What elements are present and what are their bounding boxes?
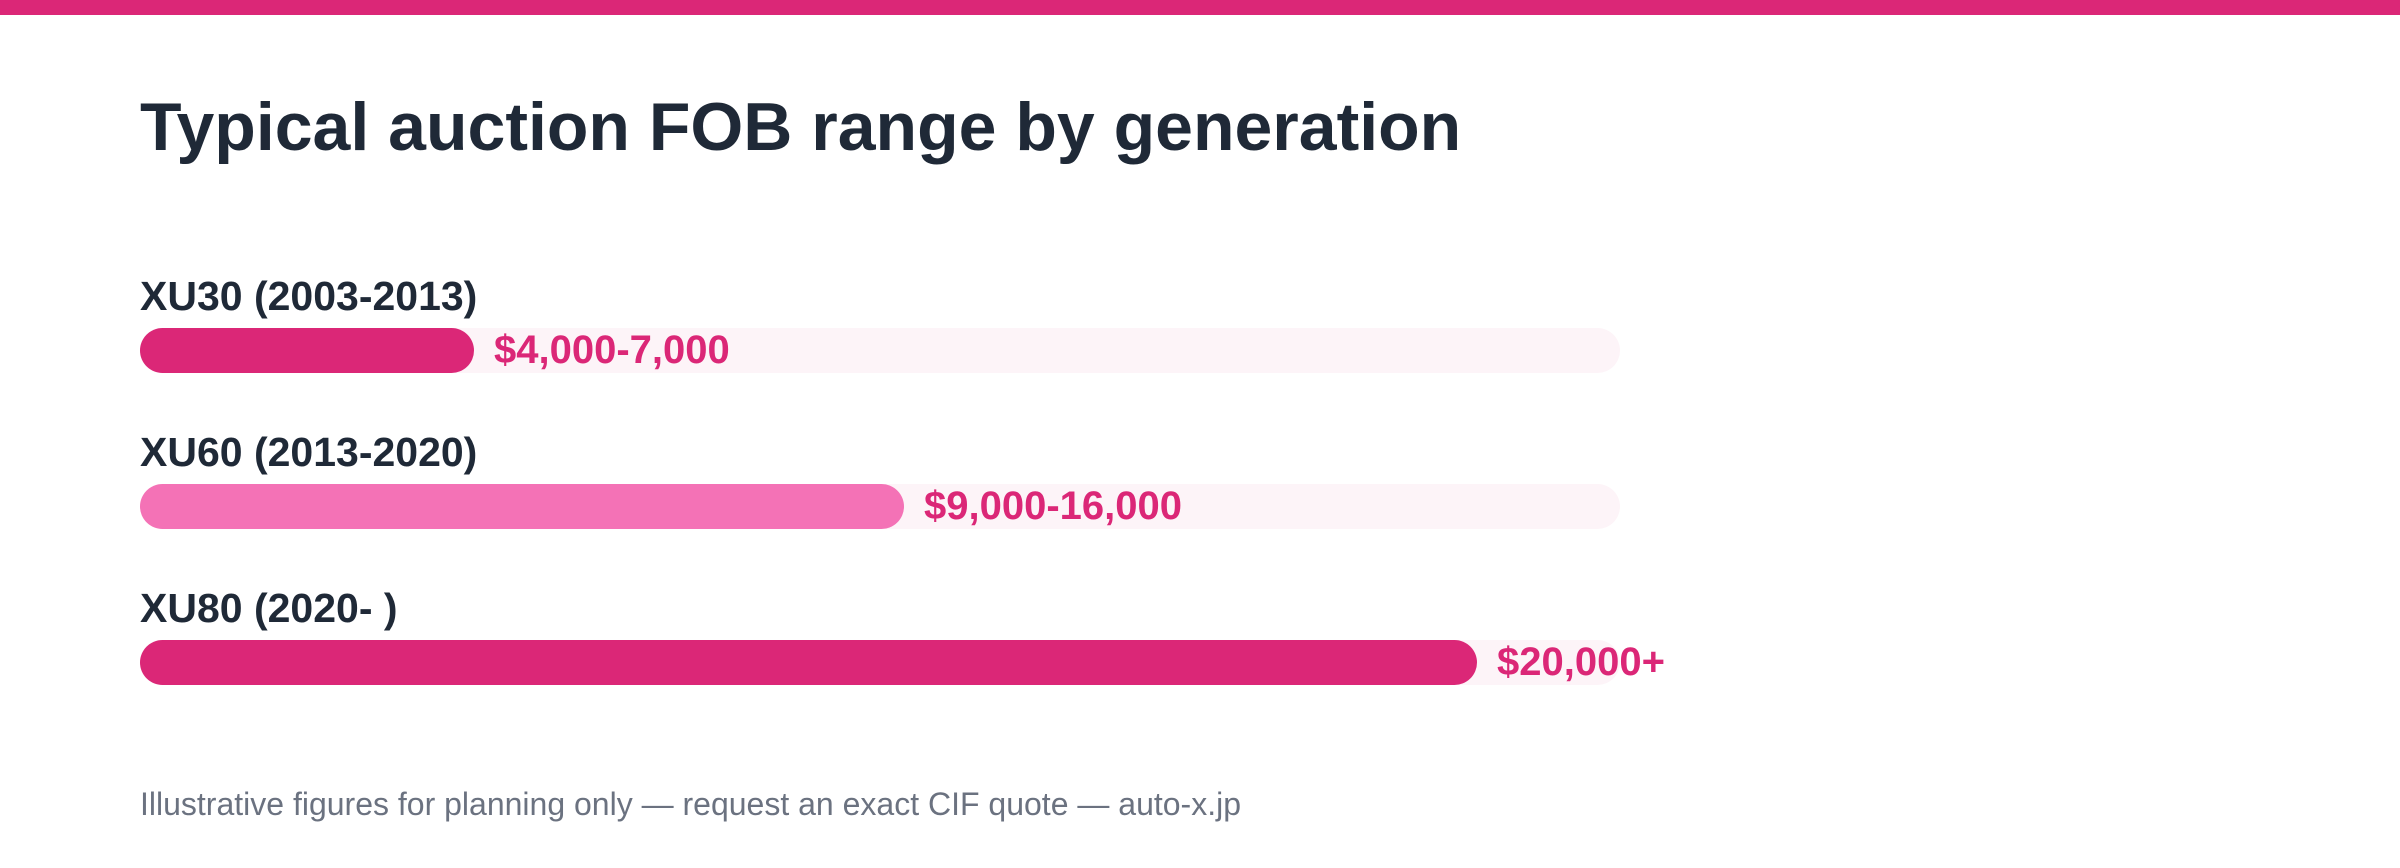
category-label: XU60 (2013-2020) bbox=[140, 429, 478, 475]
footnote: Illustrative figures for planning only —… bbox=[140, 786, 1241, 822]
category-label: XU80 (2020- ) bbox=[140, 585, 398, 631]
value-label: $4,000-7,000 bbox=[494, 328, 730, 372]
value-label: $9,000-16,000 bbox=[924, 484, 1183, 528]
top-accent-bar bbox=[0, 0, 2400, 15]
bar-row: XU60 (2013-2020) $9,000-16,000 bbox=[140, 428, 1680, 538]
bar bbox=[140, 640, 1477, 685]
bar-row: XU30 (2003-2013) $4,000-7,000 bbox=[140, 272, 1680, 382]
bar bbox=[140, 328, 474, 373]
bar-row: XU80 (2020- ) $20,000+ bbox=[140, 584, 1680, 694]
bar bbox=[140, 484, 904, 529]
value-label: $20,000+ bbox=[1497, 640, 1665, 684]
category-label: XU30 (2003-2013) bbox=[140, 273, 478, 319]
chart-title: Typical auction FOB range by generation bbox=[140, 89, 1462, 165]
